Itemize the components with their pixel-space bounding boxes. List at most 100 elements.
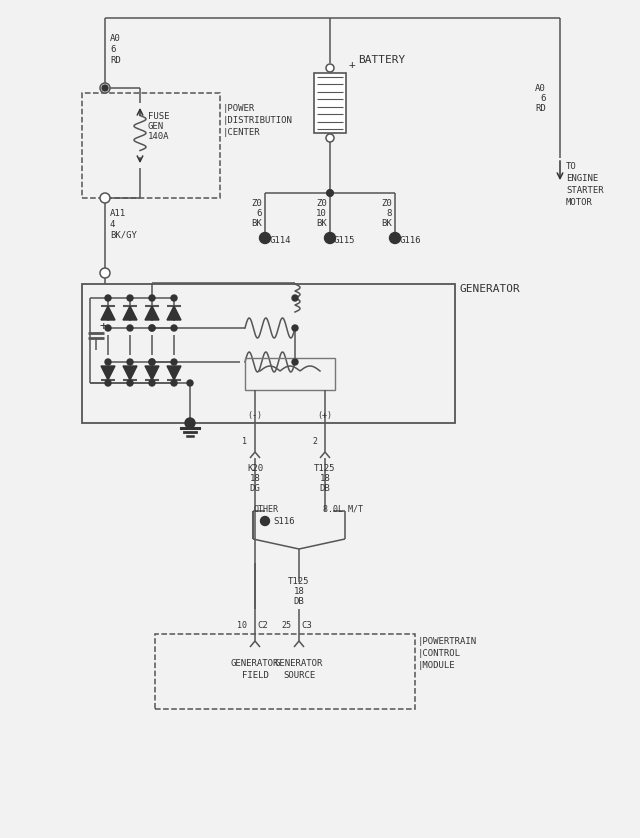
Circle shape (326, 64, 334, 72)
Circle shape (149, 359, 155, 365)
Text: DB: DB (319, 484, 330, 493)
Text: 18: 18 (319, 473, 330, 483)
Text: TO: TO (566, 162, 577, 170)
Text: +: + (349, 60, 356, 70)
Text: +: + (100, 319, 108, 333)
Text: 1: 1 (242, 437, 247, 446)
Text: G116: G116 (399, 235, 420, 245)
Circle shape (127, 359, 133, 365)
Text: G114: G114 (269, 235, 291, 245)
Text: BK: BK (316, 219, 327, 227)
Circle shape (292, 325, 298, 331)
Circle shape (100, 193, 110, 203)
Text: A11: A11 (110, 209, 126, 218)
Text: BK: BK (381, 219, 392, 227)
Text: T125: T125 (314, 463, 336, 473)
Text: |CENTER: |CENTER (223, 127, 260, 137)
Text: FIELD: FIELD (241, 671, 268, 680)
Text: G115: G115 (334, 235, 355, 245)
Text: Z0: Z0 (252, 199, 262, 208)
Bar (82, 284, 455, 423)
Polygon shape (101, 366, 115, 380)
Text: |POWER: |POWER (223, 104, 255, 112)
Circle shape (105, 380, 111, 386)
Text: C3: C3 (301, 620, 312, 629)
Text: STARTER: STARTER (566, 185, 604, 194)
Text: 25: 25 (281, 620, 291, 629)
Circle shape (105, 359, 111, 365)
Text: 18: 18 (294, 587, 305, 597)
Text: 6: 6 (541, 94, 546, 102)
Text: MOTOR: MOTOR (566, 198, 593, 206)
Bar (314, 73, 346, 133)
Text: FUSE: FUSE (148, 111, 170, 121)
Circle shape (171, 380, 177, 386)
Text: RD: RD (110, 55, 121, 65)
Circle shape (127, 380, 133, 386)
Circle shape (259, 232, 271, 244)
Circle shape (292, 295, 298, 301)
Polygon shape (145, 366, 159, 380)
Text: 8.0L M/T: 8.0L M/T (323, 504, 363, 514)
Text: DB: DB (294, 597, 305, 607)
Text: A0: A0 (110, 34, 121, 43)
Circle shape (100, 268, 110, 278)
Circle shape (105, 325, 111, 331)
Circle shape (326, 134, 334, 142)
Text: 10: 10 (316, 209, 327, 218)
Text: SOURCE: SOURCE (283, 671, 315, 680)
Text: |DISTRIBUTION: |DISTRIBUTION (223, 116, 293, 125)
Bar (245, 358, 335, 390)
Text: DG: DG (250, 484, 260, 493)
Circle shape (171, 295, 177, 301)
Bar (82, 93, 220, 198)
Text: Z0: Z0 (381, 199, 392, 208)
Polygon shape (145, 306, 159, 320)
Circle shape (171, 359, 177, 365)
Text: 140A: 140A (148, 132, 170, 141)
Circle shape (324, 232, 335, 244)
Polygon shape (167, 366, 181, 380)
Text: 10: 10 (237, 620, 247, 629)
Circle shape (292, 359, 298, 365)
Text: |MODULE: |MODULE (418, 661, 456, 670)
Text: Z0: Z0 (316, 199, 327, 208)
Text: K20: K20 (247, 463, 263, 473)
Circle shape (149, 380, 155, 386)
Text: (-): (-) (248, 411, 262, 420)
Text: 8: 8 (387, 209, 392, 218)
Polygon shape (101, 306, 115, 320)
Circle shape (127, 325, 133, 331)
Circle shape (185, 418, 195, 428)
Text: BK: BK (252, 219, 262, 227)
Text: GENERATOR: GENERATOR (460, 284, 521, 294)
Text: GENERATOR: GENERATOR (231, 660, 279, 669)
Text: 6: 6 (257, 209, 262, 218)
Circle shape (100, 83, 110, 93)
Circle shape (102, 85, 108, 91)
Text: |POWERTRAIN: |POWERTRAIN (418, 638, 477, 646)
Text: 2: 2 (312, 437, 317, 446)
Circle shape (327, 189, 333, 196)
Circle shape (149, 359, 155, 365)
Polygon shape (167, 306, 181, 320)
Text: T125: T125 (288, 577, 310, 587)
Circle shape (149, 325, 155, 331)
Circle shape (105, 295, 111, 301)
Bar (155, 634, 415, 709)
Circle shape (127, 295, 133, 301)
Circle shape (171, 325, 177, 331)
Text: (+): (+) (317, 411, 333, 420)
Text: OTHER: OTHER (253, 504, 278, 514)
Text: GEN: GEN (148, 122, 164, 131)
Circle shape (149, 295, 155, 301)
Circle shape (327, 189, 333, 196)
Text: RD: RD (535, 104, 546, 112)
Text: BATTERY: BATTERY (358, 55, 405, 65)
Text: C2: C2 (257, 620, 268, 629)
Text: S116: S116 (273, 516, 294, 525)
Polygon shape (123, 306, 137, 320)
Text: 18: 18 (250, 473, 260, 483)
Text: 6: 6 (110, 44, 115, 54)
Circle shape (390, 232, 401, 244)
